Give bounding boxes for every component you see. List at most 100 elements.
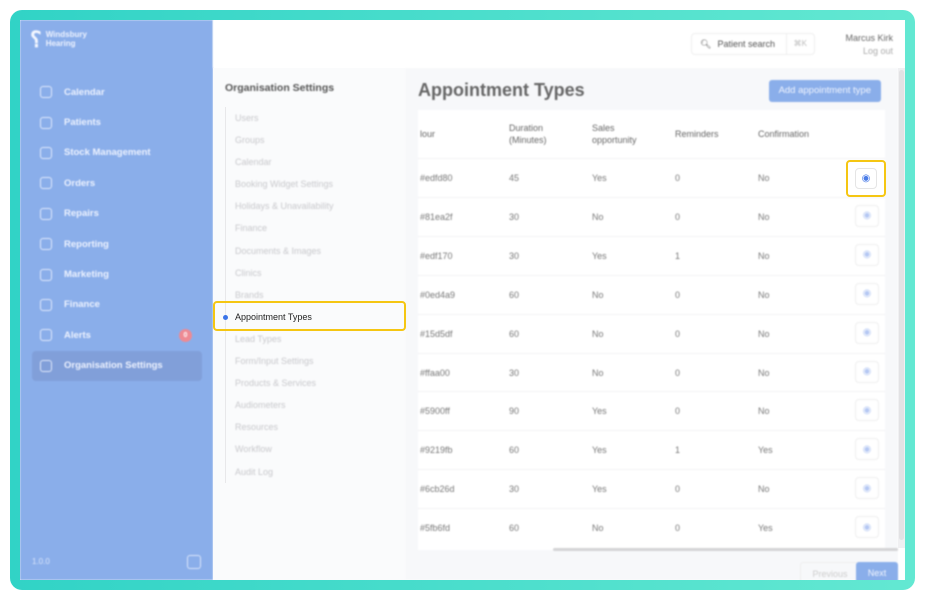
table-row: #6cb26d 30 Yes 0 No ◉ (418, 469, 885, 508)
table-cell: 0 (675, 211, 681, 222)
table-cell: #6cb26d (420, 484, 455, 495)
table-cell: No (592, 211, 604, 222)
settings-item-audiometers[interactable]: Audiometers (235, 400, 286, 411)
view-button[interactable]: ◉ (855, 321, 879, 344)
table-cell: #0ed4a9 (420, 289, 456, 300)
horizontal-scrollbar[interactable] (553, 548, 898, 551)
sidebar-item-label: Marketing (64, 269, 109, 281)
settings-item-products-services[interactable]: Products & Services (235, 378, 317, 389)
settings-item-groups[interactable]: Groups (235, 135, 265, 146)
table-row: #0ed4a9 60 No 0 No ◉ (418, 274, 885, 314)
sidebar: ⸮ Windsbury Hearing Calendar Patients Stock… (20, 20, 213, 580)
sidebar-item-marketing[interactable]: Marketing (32, 259, 202, 289)
clipboard-icon (40, 146, 52, 159)
settings-item-brands[interactable]: Brands (235, 289, 264, 300)
settings-item-lead-types[interactable]: Lead Types (235, 333, 282, 344)
table-cell: #ffaa00 (420, 367, 450, 378)
view-button[interactable]: ◉ (855, 516, 879, 539)
view-button[interactable]: ◉ (855, 477, 879, 500)
collapse-sidebar-icon[interactable] (187, 555, 201, 569)
column-header: Duration (Minutes) (509, 123, 547, 145)
table-cell: 30 (509, 211, 520, 222)
view-button[interactable]: ◉ (855, 360, 879, 383)
settings-item-form-input-settings[interactable]: Form/Input Settings (235, 356, 314, 367)
settings-item-users[interactable]: Users (235, 113, 259, 123)
table-cell: #81ea2f (420, 211, 453, 222)
table-cell: 0 (675, 173, 681, 183)
sidebar-item-orders[interactable]: Orders (32, 168, 202, 198)
settings-item-clinics[interactable]: Clinics (235, 267, 262, 278)
table-cell: 90 (509, 406, 520, 417)
column-header: Confirmation (758, 129, 810, 139)
table-cell: #5fb6fd (420, 523, 451, 534)
table-cell: No (592, 367, 604, 378)
column-header: Reminders (675, 129, 719, 139)
view-button[interactable]: ◉ (855, 204, 879, 227)
settings-item-resources[interactable]: Resources (235, 422, 279, 433)
sidebar-item-stock-management[interactable]: Stock Management (32, 138, 202, 168)
sidebar-item-label: Reporting (64, 238, 109, 250)
sidebar-item-organisation-settings[interactable]: Organisation Settings (32, 350, 202, 381)
table-cell: #9219fb (420, 445, 453, 456)
table-cell: 30 (509, 367, 520, 378)
patient-search[interactable]: 🔍︎ Patient search ⌘K (691, 33, 815, 55)
view-button[interactable]: ◉ (855, 438, 879, 461)
table-cell: #15d5df (420, 328, 453, 339)
patients-icon (40, 116, 52, 129)
table-cell: #5900ff (420, 406, 450, 417)
table-cell: 1 (675, 445, 681, 456)
table-cell: No (758, 484, 770, 495)
table-cell: 45 (509, 173, 520, 183)
brand-name: Windsbury (45, 30, 87, 39)
table-row: #81ea2f 30 No 0 No ◉ (418, 196, 885, 236)
sidebar-item-patients[interactable]: Patients (32, 107, 202, 137)
sidebar-item-finance[interactable]: Finance (32, 290, 202, 320)
sidebar-item-reporting[interactable]: Reporting (32, 229, 202, 259)
table-cell: Yes (592, 445, 607, 456)
table-cell: No (758, 367, 770, 378)
add-appointment-type-button[interactable]: Add appointment type (768, 80, 881, 102)
table-cell: 0 (675, 328, 681, 339)
logout-link[interactable]: Log out (862, 46, 893, 56)
settings-item-documents-images[interactable]: Documents & Images (235, 245, 322, 256)
table-cell: Yes (592, 484, 607, 495)
sidebar-item-label: Alerts (64, 329, 91, 341)
settings-item-holidays-unavailability[interactable]: Holidays & Unavailability (235, 201, 334, 212)
table-cell: No (592, 523, 604, 534)
logo: ⸮ Windsbury Hearing (30, 28, 87, 50)
sidebar-item-alerts[interactable]: Alerts 0 (32, 320, 202, 350)
table-cell: 0 (675, 484, 681, 495)
view-button[interactable]: ◉ (855, 282, 879, 305)
table-cell: No (758, 173, 770, 183)
table-row: #15d5df 60 No 0 No ◉ (418, 313, 885, 353)
view-button[interactable]: ◉ (855, 399, 879, 422)
sidebar-item-repairs[interactable]: Repairs (32, 199, 202, 229)
user-menu: Marcus Kirk Log out (845, 32, 893, 58)
table-cell: No (758, 406, 770, 417)
table-row: #5900ff 90 Yes 0 No ◉ (418, 391, 885, 430)
view-button[interactable]: ◉ (855, 243, 879, 266)
settings-item-booking-widget-settings[interactable]: Booking Widget Settings (235, 179, 334, 190)
mail-icon (40, 268, 52, 281)
alerts-badge: 0 (179, 328, 192, 342)
table-cell: No (592, 289, 604, 300)
settings-menu: Users Groups Calendar Booking Widget Settin… (223, 107, 395, 483)
settings-item-finance[interactable]: Finance (235, 223, 268, 234)
table-cell: 60 (509, 445, 520, 456)
sidebar-item-calendar[interactable]: Calendar (32, 77, 202, 107)
sidebar-item-label: Stock Management (64, 147, 151, 159)
settings-item-workflow[interactable]: Workflow (235, 444, 272, 455)
vertical-scrollbar[interactable] (898, 68, 905, 548)
settings-item-audit-log[interactable]: Audit Log (235, 466, 274, 477)
sidebar-item-label: Orders (64, 177, 96, 189)
next-button[interactable]: Next (856, 562, 898, 580)
previous-button[interactable]: Previous (800, 562, 860, 580)
eye-icon[interactable]: ◉ (855, 168, 877, 189)
table-cell: 1 (675, 250, 681, 261)
settings-item-appointment-types[interactable]: Appointment Types (223, 306, 395, 328)
gear-icon (40, 359, 52, 372)
settings-item-calendar[interactable]: Calendar (235, 157, 272, 168)
table-cell: 60 (509, 523, 520, 534)
table-cell: Yes (592, 406, 607, 417)
table-cell: 0 (675, 523, 681, 534)
